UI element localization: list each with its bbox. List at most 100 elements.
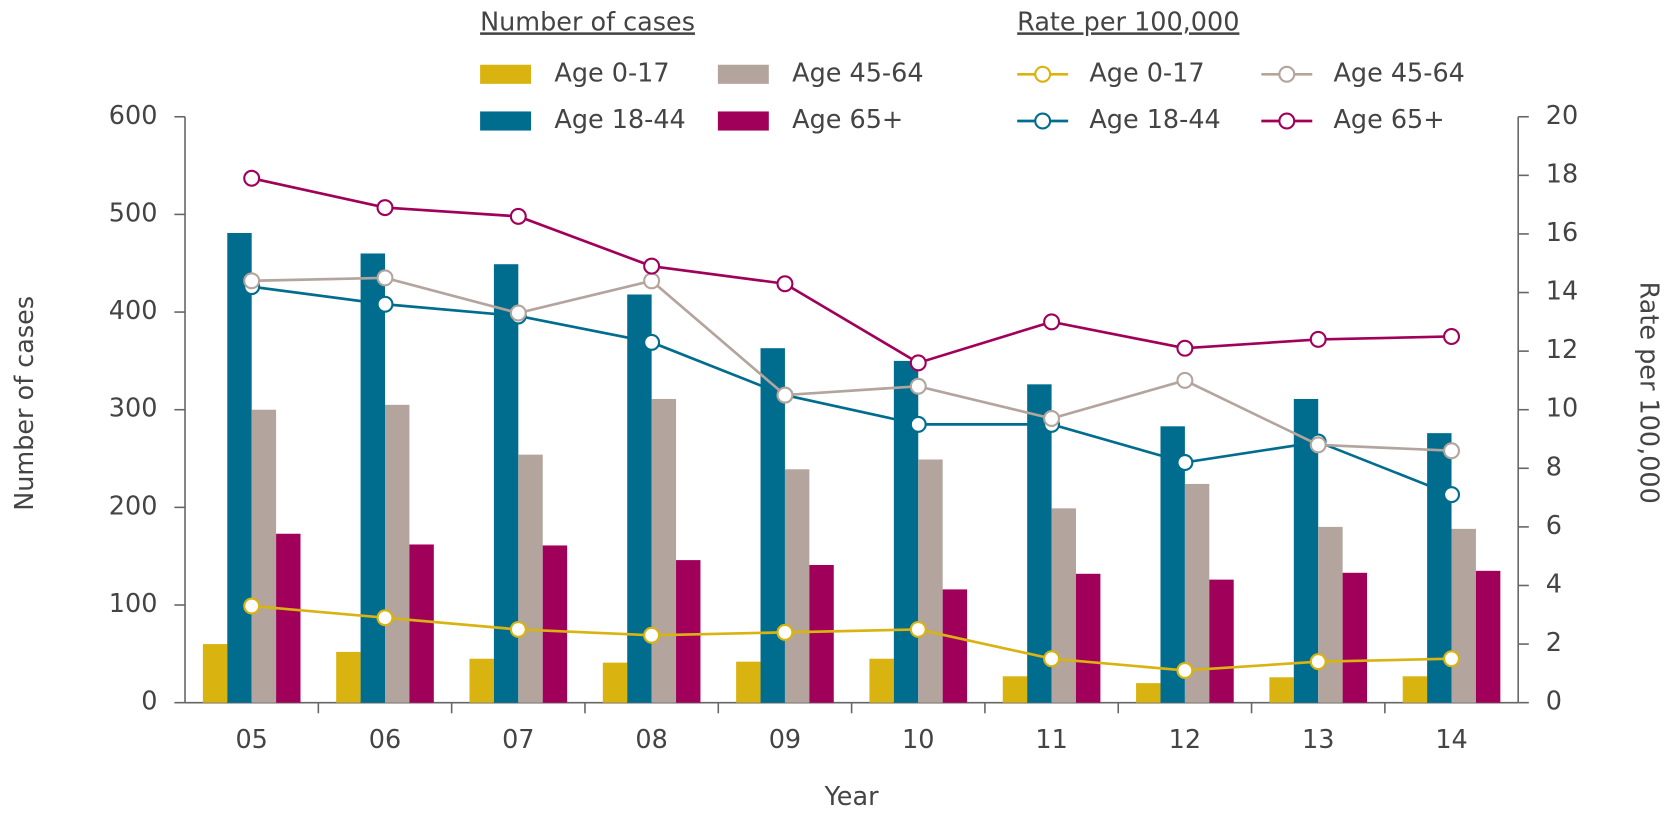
line-marker <box>643 257 661 275</box>
line-marker <box>643 272 661 290</box>
x-tick-label: 09 <box>769 725 801 755</box>
y2-tick-label: 0 <box>1546 687 1562 717</box>
line-marker <box>909 377 927 395</box>
legend-swatch <box>717 111 769 131</box>
bar <box>784 469 810 703</box>
line-marker <box>509 304 527 322</box>
bar <box>1318 526 1343 703</box>
bar <box>651 398 677 703</box>
bar <box>276 533 301 703</box>
line-marker <box>1309 330 1327 348</box>
line-marker <box>643 333 661 351</box>
bar <box>542 545 568 703</box>
x-tick-label: 13 <box>1302 725 1334 755</box>
line <box>251 604 1452 672</box>
bar <box>1269 677 1294 703</box>
line-marker <box>1176 661 1194 679</box>
y-tick-label: 500 <box>109 198 158 228</box>
x-tick-label: 14 <box>1435 725 1467 755</box>
bar <box>893 360 919 703</box>
legend-label: Age 45-64 <box>792 58 923 88</box>
bar <box>227 232 252 703</box>
legend-label: Age 0-17 <box>554 58 669 88</box>
legend-label: Age 65+ <box>792 105 903 135</box>
line-marker <box>1309 653 1327 671</box>
bar <box>469 658 494 703</box>
line-marker <box>909 354 927 372</box>
bar <box>202 644 228 703</box>
y2-tick-label: 12 <box>1546 335 1578 365</box>
legend-marker <box>1034 65 1052 83</box>
bar <box>1209 579 1234 703</box>
y2-axis-label: Rate per 100,000 <box>1634 282 1664 504</box>
bar <box>1451 528 1476 703</box>
line-marker <box>1443 442 1461 460</box>
legend-swatch <box>480 111 532 131</box>
y2-tick-label: 20 <box>1546 101 1578 131</box>
legend-title: Number of cases <box>480 7 695 37</box>
line-marker <box>243 597 261 615</box>
y2-tick-label: 14 <box>1546 277 1578 307</box>
y-tick-label: 100 <box>109 589 158 619</box>
x-axis-label: Year <box>824 782 879 812</box>
legend-swatch <box>480 64 532 84</box>
bar <box>1475 570 1501 703</box>
legend-label: Age 45-64 <box>1333 58 1464 88</box>
bar <box>736 661 761 703</box>
y2-tick-label: 4 <box>1546 569 1562 599</box>
legend-marker <box>1278 65 1296 83</box>
bar <box>409 544 434 703</box>
legend-label: Age 18-44 <box>1089 105 1220 135</box>
y-tick-label: 0 <box>141 687 157 717</box>
bar <box>918 459 943 703</box>
x-tick-label: 10 <box>902 725 934 755</box>
line-marker <box>376 199 394 217</box>
bar <box>809 564 834 703</box>
line-marker <box>1176 371 1194 389</box>
bar <box>336 651 361 703</box>
legend-label: Age 18-44 <box>554 105 685 135</box>
line-marker <box>243 272 261 290</box>
legend-label: Age 0-17 <box>1089 58 1204 88</box>
x-tick-label: 07 <box>502 725 534 755</box>
legend-marker <box>1278 112 1296 130</box>
bar <box>251 409 277 703</box>
y-tick-label: 400 <box>109 296 158 326</box>
bar <box>518 454 543 703</box>
y2-tick-label: 2 <box>1546 628 1562 658</box>
bar <box>360 253 385 703</box>
x-tick-label: 05 <box>235 725 267 755</box>
bar <box>1027 384 1052 703</box>
line-marker <box>376 269 394 287</box>
y2-tick-label: 10 <box>1546 394 1578 424</box>
x-tick-label: 11 <box>1035 725 1067 755</box>
bar <box>1002 676 1028 703</box>
x-tick-label: 06 <box>369 725 401 755</box>
y2-tick-label: 8 <box>1546 452 1562 482</box>
line <box>251 176 1452 365</box>
line-marker <box>643 626 661 644</box>
bar <box>1160 426 1185 703</box>
line-marker <box>1176 339 1194 357</box>
line-marker <box>243 169 261 187</box>
legend-marker <box>1034 112 1052 130</box>
legend-label: Age 65+ <box>1333 105 1444 135</box>
line-marker <box>1176 453 1194 471</box>
line-marker <box>376 609 394 627</box>
line-marker <box>1043 410 1061 427</box>
line-marker <box>776 275 794 293</box>
bar <box>1402 676 1428 703</box>
bar <box>1136 683 1161 703</box>
line-marker <box>1043 650 1061 668</box>
legend-title: Rate per 100,000 <box>1017 7 1239 37</box>
line-marker <box>1443 327 1461 345</box>
line-marker <box>776 623 794 641</box>
y-tick-label: 200 <box>109 491 158 521</box>
line <box>251 276 1452 453</box>
bar <box>384 404 410 703</box>
bar <box>942 589 968 703</box>
line-marker <box>1309 436 1327 454</box>
bar <box>760 348 785 703</box>
line-marker <box>909 620 927 638</box>
line-marker <box>1443 486 1461 504</box>
